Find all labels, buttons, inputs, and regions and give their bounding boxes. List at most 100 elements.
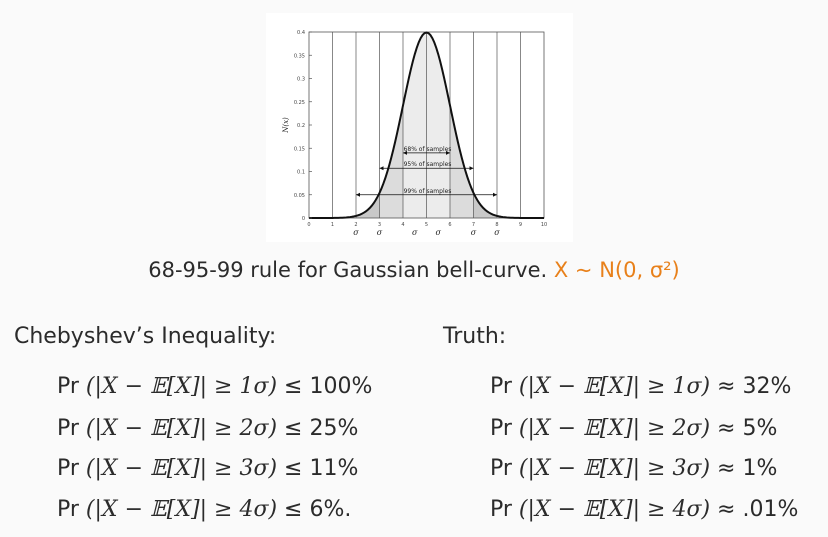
band-label: 68% of samples (404, 146, 452, 153)
sigma-tick-label: σ (494, 228, 500, 237)
y-tick-label: 0.15 (294, 146, 305, 152)
y-tick-label: 0.3 (297, 77, 305, 83)
probability-value: 100% (309, 374, 373, 399)
band-arrow-right (493, 192, 497, 197)
y-tick-label: 0.25 (294, 100, 305, 106)
sigma-multiplier: 3 (672, 456, 687, 481)
pr-label: Pr (490, 497, 519, 522)
pr-label: Pr (490, 416, 519, 441)
relation-symbol: ≈ (717, 456, 743, 481)
sigma-symbol: σ) (686, 416, 718, 441)
sigma-tick-label: σ (471, 228, 477, 237)
probability-value: 5% (742, 416, 778, 441)
sigma-symbol: σ) (686, 374, 718, 399)
pr-label: Pr (57, 374, 86, 399)
band-arrow-left (379, 166, 384, 171)
caption-distribution: X ∼ N(0, σ²) (553, 258, 680, 282)
relation-symbol: ≤ (284, 497, 310, 522)
truth-heading: Truth: (443, 324, 507, 349)
x-tick-label: 0 (307, 222, 310, 228)
truth-row: Pr (|X − 𝔼[X]| ≥ 1σ) ≈ 32% (490, 374, 791, 399)
y-tick-label: 0.35 (294, 53, 305, 59)
truth-row: Pr (|X − 𝔼[X]| ≥ 4σ) ≈ .01% (490, 497, 798, 522)
probability-value: 25% (309, 416, 359, 441)
truth-row: Pr (|X − 𝔼[X]| ≥ 2σ) ≈ 5% (490, 416, 777, 441)
x-tick-label: 4 (401, 222, 404, 228)
sigma-multiplier: 3 (239, 456, 254, 481)
sigma-tick-label: σ (436, 228, 442, 237)
sigma-multiplier: 4 (672, 497, 687, 522)
deviation-expression: (|X − 𝔼[X]| ≥ (85, 497, 240, 522)
deviation-expression: (|X − 𝔼[X]| ≥ (518, 374, 673, 399)
x-tick-label: 9 (519, 222, 522, 228)
x-tick-label: 7 (472, 222, 475, 228)
band-arrow-left (403, 150, 407, 155)
truth-row: Pr (|X − 𝔼[X]| ≥ 3σ) ≈ 1% (490, 456, 777, 481)
x-tick-label: 5 (425, 222, 428, 228)
y-tick-label: 0.05 (294, 193, 305, 199)
chebyshev-row: Pr (|X − 𝔼[X]| ≥ 1σ) ≤ 100% (57, 374, 372, 399)
gaussian-figure: 0 0.05 0.1 0.15 0.2 0.25 0.3 0.35 0.4 0 1 2 3 4 5 6 7 8 9 1… (266, 13, 573, 242)
y-axis-label: N(x) (282, 117, 290, 134)
relation-symbol: ≈ (717, 497, 743, 522)
pr-label: Pr (57, 456, 86, 481)
relation-symbol: ≤ (284, 374, 310, 399)
relation-symbol: ≈ (717, 416, 743, 441)
y-tick-label: 0.2 (297, 123, 305, 129)
x-tick-label: 1 (331, 222, 334, 228)
sigma-symbol: σ) (686, 497, 718, 522)
chebyshev-row: Pr (|X − 𝔼[X]| ≥ 2σ) ≤ 25% (57, 416, 358, 441)
x-tick-label: 10 (541, 222, 547, 228)
x-tick-label: 8 (495, 222, 498, 228)
deviation-expression: (|X − 𝔼[X]| ≥ (85, 374, 240, 399)
sigma-multiplier: 4 (239, 497, 254, 522)
x-tick-label: 2 (354, 222, 357, 228)
y-tick-label: 0.4 (297, 30, 305, 36)
band-label: 99% of samples (404, 188, 452, 195)
deviation-expression: (|X − 𝔼[X]| ≥ (85, 416, 240, 441)
bell-curve-chart: 0 0.05 0.1 0.15 0.2 0.25 0.3 0.35 0.4 0 1 2 3 4 5 6 7 8 9 1… (282, 30, 547, 237)
pr-label: Pr (57, 416, 86, 441)
pr-label: Pr (490, 374, 519, 399)
sigma-multiplier: 1 (239, 374, 254, 399)
sigma-tick-label: σ (353, 228, 359, 237)
sigma-symbol: σ) (686, 456, 718, 481)
probability-value: 1% (742, 456, 778, 481)
chebyshev-row: Pr (|X − 𝔼[X]| ≥ 4σ) ≤ 6%. (57, 497, 351, 522)
relation-symbol: ≤ (284, 456, 310, 481)
deviation-expression: (|X − 𝔼[X]| ≥ (518, 456, 673, 481)
sigma-symbol: σ) (253, 416, 285, 441)
sigma-multiplier: 2 (239, 416, 254, 441)
sigma-multiplier: 2 (672, 416, 687, 441)
x-tick-label: 6 (448, 222, 451, 228)
pr-label: Pr (490, 456, 519, 481)
figure-caption: 68-95-99 rule for Gaussian bell-curve. X… (0, 258, 828, 282)
relation-symbol: ≈ (717, 374, 743, 399)
band-arrow-left (356, 192, 360, 197)
probability-value: .01% (742, 497, 799, 522)
sigma-symbol: σ) (253, 456, 285, 481)
deviation-expression: (|X − 𝔼[X]| ≥ (518, 416, 673, 441)
pr-label: Pr (57, 497, 86, 522)
sigma-multiplier: 1 (672, 374, 687, 399)
band-arrow-right (469, 166, 474, 171)
chebyshev-heading: Chebyshev’s Inequality: (14, 324, 277, 349)
bell-curve-line (309, 31, 544, 219)
sigma-tick-label: σ (412, 228, 418, 237)
x-tick-label: 3 (378, 222, 381, 228)
caption-text: 68-95-99 rule for Gaussian bell-curve. (148, 258, 548, 282)
relation-symbol: ≤ (284, 416, 310, 441)
probability-value: 11% (309, 456, 359, 481)
band-arrow-right (446, 150, 450, 155)
y-tick-label: 0 (302, 216, 305, 222)
sigma-symbol: σ) (253, 374, 285, 399)
sigma-tick-label: σ (377, 228, 383, 237)
deviation-expression: (|X − 𝔼[X]| ≥ (85, 456, 240, 481)
deviation-expression: (|X − 𝔼[X]| ≥ (518, 497, 673, 522)
y-tick-label: 0.1 (297, 170, 305, 176)
sigma-symbol: σ) (253, 497, 285, 522)
probability-value: 6%. (309, 497, 352, 522)
chebyshev-row: Pr (|X − 𝔼[X]| ≥ 3σ) ≤ 11% (57, 456, 358, 481)
probability-value: 32% (742, 374, 792, 399)
band-label: 95% of samples (404, 161, 452, 168)
